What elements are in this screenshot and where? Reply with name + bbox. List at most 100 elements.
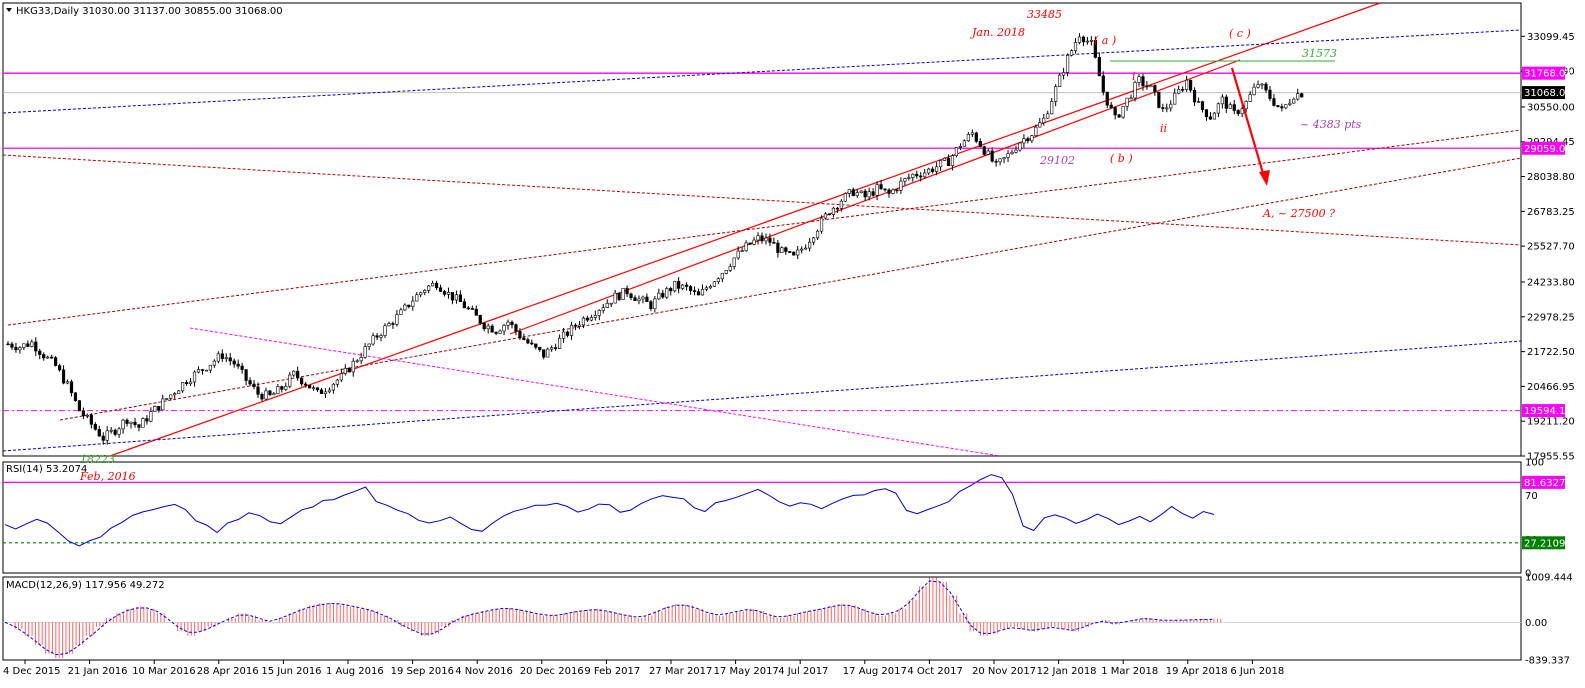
- trend-line: [2, 154, 1522, 246]
- candle-body: [1018, 142, 1022, 151]
- candle-body: [942, 157, 947, 161]
- candle-body: [534, 343, 538, 348]
- candle-body: [391, 323, 395, 325]
- candle-body: [1054, 86, 1058, 102]
- forecast-arrow: [1230, 67, 1267, 181]
- candle-body: [526, 339, 530, 344]
- candle-body: [1300, 93, 1304, 98]
- candle-body: [736, 250, 740, 259]
- candle-body: [474, 308, 478, 316]
- candle-body: [827, 213, 832, 216]
- chart-annotation: Jan. 2018: [970, 26, 1025, 39]
- candle-body: [244, 369, 248, 381]
- candle-body: [843, 193, 847, 202]
- candle-body: [871, 191, 875, 196]
- candle-body: [732, 257, 736, 267]
- candle-body: [950, 155, 955, 166]
- rsi-line: [4, 474, 1215, 547]
- candle-body: [343, 367, 347, 374]
- candle-body: [220, 353, 224, 359]
- candle-body: [1089, 40, 1093, 42]
- chart-annotation: 18223: [80, 453, 115, 466]
- candle-body: [462, 301, 466, 309]
- candle-body: [494, 331, 498, 334]
- candle-body: [542, 349, 546, 358]
- candle-body: [835, 207, 839, 210]
- candle-body: [133, 421, 137, 426]
- price-y-tick-label: 21722.50: [1527, 347, 1575, 358]
- candle-body: [1062, 72, 1066, 76]
- candle-body: [1097, 57, 1101, 77]
- candle-body: [538, 346, 542, 351]
- candle-body: [1058, 74, 1062, 87]
- rsi-panel-title: RSI(14) 53.2074: [6, 464, 87, 475]
- price-panel-title: HKG33,Daily 31030.00 31137.00 30855.00 3…: [16, 6, 283, 17]
- candle-body: [1133, 82, 1137, 99]
- candle-body: [375, 335, 379, 338]
- x-tick-label: 4 Nov 2016: [455, 666, 513, 677]
- candle-body: [184, 382, 189, 385]
- candle-body: [581, 317, 586, 326]
- candle-body: [192, 371, 197, 383]
- candle-body: [1010, 151, 1014, 154]
- macd-y-tick-label: 0.00: [1525, 618, 1547, 629]
- candle-body: [970, 132, 974, 135]
- candle-body: [1173, 92, 1177, 105]
- candle-body: [502, 325, 506, 332]
- candle-body: [1153, 85, 1157, 93]
- candle-body: [323, 391, 328, 395]
- macd-panel-title: MACD(12,26,9) 117.956 49.272: [6, 580, 165, 591]
- candle-body: [966, 134, 970, 142]
- candle-body: [661, 292, 665, 298]
- candle-body: [895, 189, 899, 192]
- candle-body: [347, 367, 351, 373]
- x-tick-label: 20 Dec 2016: [520, 666, 584, 677]
- candle-body: [137, 424, 141, 428]
- candle-body: [573, 324, 578, 327]
- candle-body: [427, 285, 431, 291]
- candle-body: [863, 190, 867, 198]
- candle-body: [1196, 101, 1201, 103]
- candle-body: [1042, 117, 1046, 123]
- candle-body: [808, 241, 812, 249]
- candle-body: [311, 387, 316, 390]
- candle-body: [1030, 135, 1034, 142]
- price-tag: [1522, 66, 1565, 80]
- candle-body: [121, 419, 125, 430]
- dropdown-icon: [6, 8, 12, 12]
- candle-body: [935, 166, 939, 172]
- candle-body: [1220, 96, 1224, 105]
- candle-body: [105, 430, 109, 441]
- macd-signal-line: [4, 580, 1215, 656]
- candle-body: [327, 389, 332, 393]
- candle-body: [1073, 42, 1078, 51]
- candle-body: [280, 386, 284, 390]
- candle-body: [649, 301, 653, 309]
- candle-body: [784, 247, 788, 252]
- candle-body: [411, 300, 415, 307]
- candle-body: [796, 249, 800, 256]
- candle-body: [264, 390, 268, 400]
- candle-body: [1077, 36, 1082, 43]
- candle-body: [978, 141, 982, 148]
- candle-body: [760, 235, 764, 242]
- price-y-tick-label: 17955.55: [1527, 452, 1575, 463]
- candle-body: [883, 188, 887, 191]
- candle-body: [716, 278, 720, 283]
- candle-body: [550, 347, 554, 350]
- candle-body: [14, 347, 18, 351]
- candle-body: [982, 146, 986, 155]
- candle-body: [1188, 79, 1193, 91]
- candle-body: [919, 175, 923, 178]
- trend-line: [2, 340, 1522, 452]
- candle-body: [165, 398, 169, 400]
- x-tick-label: 19 Apr 2018: [1166, 666, 1228, 677]
- price-tag-label: 19594.10: [1524, 406, 1572, 417]
- candle-body: [89, 414, 93, 425]
- price-y-tick-label: 26783.25: [1527, 207, 1575, 218]
- trend-line: [109, 2, 1381, 457]
- x-tick-label: 12 Jan 2018: [1037, 666, 1097, 677]
- candle-body: [1192, 89, 1197, 103]
- candle-body: [97, 429, 101, 437]
- candle-body: [1161, 107, 1165, 109]
